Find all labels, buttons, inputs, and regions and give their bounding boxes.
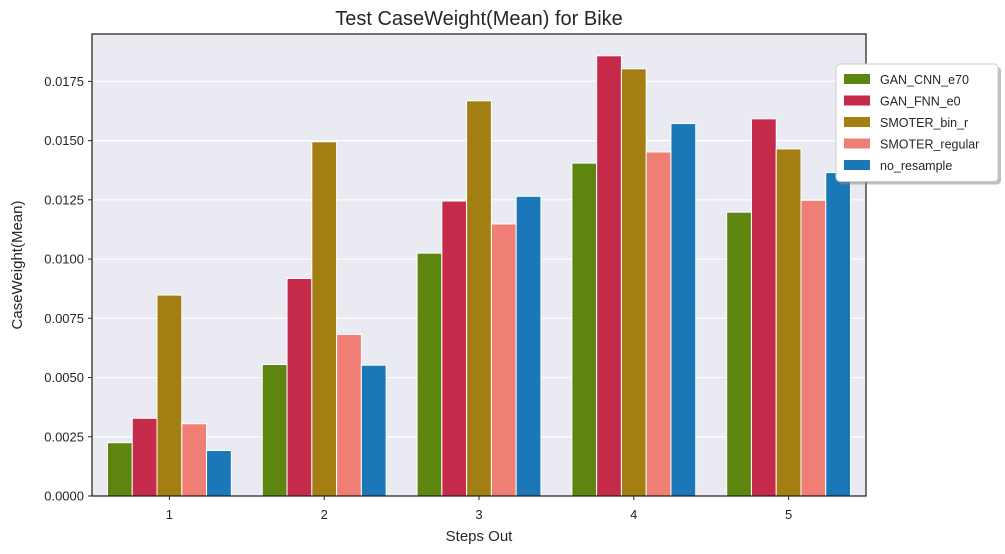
bar-smoter-regular-3 bbox=[490, 223, 517, 497]
bar-smoter-bin-r-4 bbox=[620, 68, 647, 497]
bar-smoter-bin-r-3 bbox=[466, 100, 492, 497]
y-tick-label: 0.0125 bbox=[44, 192, 84, 207]
bar-gan-cnn-e70-4 bbox=[571, 162, 598, 497]
legend-swatch bbox=[844, 160, 870, 170]
legend-label: no_resample bbox=[880, 159, 952, 173]
x-axis-ticks: 1 2 3 4 5 bbox=[166, 496, 792, 522]
legend-swatch bbox=[844, 74, 870, 84]
y-tick-label: 0.0075 bbox=[44, 311, 84, 326]
bar-gan-fnn-e0-3 bbox=[441, 200, 468, 497]
bar-gan-cnn-e70-1 bbox=[106, 442, 133, 497]
bar-no-resample-4 bbox=[670, 123, 697, 497]
legend-label: SMOTER_bin_r bbox=[880, 116, 968, 130]
y-tick-label: 0.0150 bbox=[44, 133, 84, 148]
bar-smoter-bin-r-5 bbox=[775, 148, 802, 497]
bars bbox=[106, 55, 852, 497]
bar-smoter-regular-2 bbox=[336, 333, 362, 497]
bar-smoter-bin-r-1 bbox=[156, 294, 183, 497]
bar-smoter-regular-5 bbox=[800, 199, 827, 497]
bar-gan-fnn-e0-5 bbox=[750, 118, 777, 497]
bar-smoter-bin-r-2 bbox=[311, 141, 338, 497]
bar-gan-cnn-e70-3 bbox=[416, 252, 443, 497]
y-tick-label: 0.0050 bbox=[44, 370, 84, 385]
y-tick-label: 0.0100 bbox=[44, 252, 84, 267]
bar-gan-fnn-e0-2 bbox=[286, 278, 313, 497]
y-axis-label: CaseWeight(Mean) bbox=[9, 201, 26, 330]
legend-box bbox=[835, 63, 999, 182]
legend-label: GAN_FNN_e0 bbox=[880, 95, 961, 109]
chart-title: Test CaseWeight(Mean) for Bike bbox=[335, 8, 623, 30]
bar-no-resample-1 bbox=[206, 450, 232, 497]
y-tick-label: 0.0025 bbox=[44, 429, 84, 444]
legend-swatch bbox=[844, 117, 870, 127]
y-axis-ticks: 0.0000 0.0025 0.0050 0.0075 0.0100 0.0125 0.01… bbox=[44, 74, 92, 504]
x-tick-label: 4 bbox=[630, 507, 637, 522]
legend-swatch bbox=[844, 95, 870, 106]
legend-swatch bbox=[844, 138, 870, 149]
bar-gan-cnn-e70-2 bbox=[261, 364, 288, 497]
bar-gan-cnn-e70-5 bbox=[726, 211, 752, 497]
y-tick-label: 0.0175 bbox=[44, 74, 84, 89]
x-tick-label: 3 bbox=[475, 507, 482, 522]
x-tick-label: 2 bbox=[321, 507, 328, 522]
bar-no-resample-2 bbox=[360, 364, 387, 497]
bar-gan-fnn-e0-4 bbox=[596, 55, 622, 497]
legend: GAN_CNN_e70 GAN_FNN_e0 SMOTER_bin_r SMOTER_… bbox=[835, 63, 1001, 185]
bar-smoter-regular-1 bbox=[181, 423, 208, 497]
legend-label: SMOTER_regular bbox=[880, 138, 979, 152]
bar-gan-fnn-e0-1 bbox=[131, 417, 158, 497]
x-axis-label: Steps Out bbox=[446, 528, 514, 545]
legend-label: GAN_CNN_e70 bbox=[880, 73, 969, 87]
x-tick-label: 5 bbox=[785, 507, 792, 522]
x-tick-label: 1 bbox=[166, 507, 173, 522]
bar-smoter-regular-4 bbox=[645, 151, 672, 497]
bar-no-resample-3 bbox=[515, 195, 542, 497]
bar-no-resample-5 bbox=[825, 172, 852, 497]
y-tick-label: 0.0000 bbox=[44, 489, 84, 504]
